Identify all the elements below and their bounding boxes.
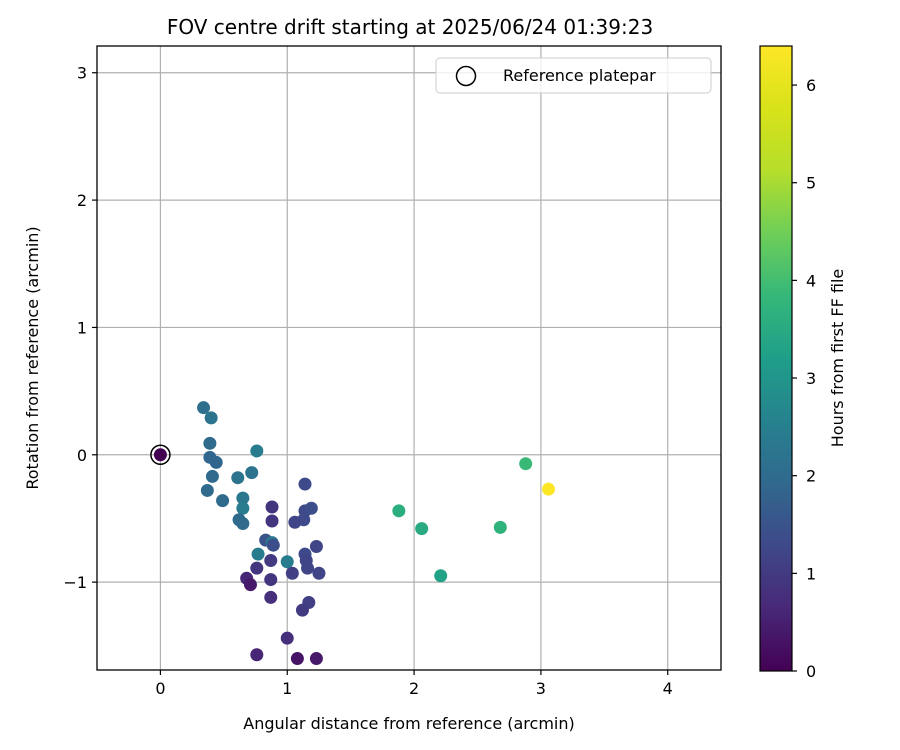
data-point xyxy=(415,522,429,536)
x-tick-label: 4 xyxy=(663,679,673,698)
x-tick-label: 1 xyxy=(282,679,292,698)
colorbar-tick-label: 5 xyxy=(806,174,816,193)
data-point xyxy=(216,494,230,508)
data-point xyxy=(236,501,250,515)
data-point xyxy=(309,652,323,666)
data-point xyxy=(265,500,279,514)
colorbar-tick-label: 4 xyxy=(806,271,816,290)
colorbar-ticks: 0 1 2 3 4 5 6 xyxy=(792,76,816,681)
data-points xyxy=(153,401,556,666)
plot-area xyxy=(96,45,722,671)
data-point xyxy=(197,401,211,415)
data-point xyxy=(280,555,294,569)
colorbar-tick-label: 3 xyxy=(806,369,816,388)
data-point xyxy=(250,648,264,662)
plot-background xyxy=(97,46,721,670)
y-axis-ticks: −1 0 1 2 3 xyxy=(63,64,97,592)
y-tick-label: 0 xyxy=(77,446,87,465)
data-point xyxy=(304,501,318,515)
legend-box xyxy=(435,57,712,94)
data-point xyxy=(264,590,278,604)
colorbar-gradient xyxy=(759,45,793,672)
data-point xyxy=(245,466,259,480)
data-point xyxy=(264,573,278,587)
data-point xyxy=(312,566,326,580)
data-point xyxy=(243,578,257,592)
x-tick-label: 3 xyxy=(536,679,546,698)
legend: Reference platepar xyxy=(435,57,712,94)
y-tick-label: −1 xyxy=(63,573,87,592)
x-axis-label: Angular distance from reference (arcmin) xyxy=(243,714,574,733)
data-point xyxy=(204,411,218,425)
chart-title: FOV centre drift starting at 2025/06/24 … xyxy=(167,15,653,39)
data-point xyxy=(285,566,299,580)
data-point xyxy=(236,491,250,505)
colorbar-label: Hours from first FF file xyxy=(828,269,847,448)
x-axis-ticks: 0 1 2 3 4 xyxy=(155,670,673,698)
data-point xyxy=(493,520,507,534)
data-point xyxy=(264,553,278,567)
colorbar-tick-label: 0 xyxy=(806,662,816,681)
data-point xyxy=(205,469,219,483)
data-point xyxy=(434,569,448,583)
data-point xyxy=(251,547,265,561)
legend-entry-label: Reference platepar xyxy=(503,66,656,85)
plot-frame xyxy=(96,45,722,671)
data-point xyxy=(295,603,309,617)
data-point xyxy=(301,561,315,575)
reference-platepar-marker xyxy=(150,444,171,466)
data-point xyxy=(209,455,223,469)
data-point xyxy=(236,517,250,531)
y-tick-label: 3 xyxy=(77,64,87,83)
data-point xyxy=(542,482,556,496)
colorbar-tick-label: 6 xyxy=(806,76,816,95)
data-point xyxy=(153,448,167,462)
y-tick-label: 1 xyxy=(77,318,87,337)
colorbar: 0 1 2 3 4 5 6 Hours from first FF file xyxy=(759,45,847,681)
x-tick-label: 0 xyxy=(155,679,165,698)
y-tick-label: 2 xyxy=(77,191,87,210)
data-point xyxy=(288,515,302,529)
data-point xyxy=(280,631,294,645)
data-point xyxy=(392,504,406,518)
data-point xyxy=(250,561,264,575)
data-point xyxy=(265,514,279,528)
data-point xyxy=(298,477,312,491)
data-point xyxy=(266,538,280,552)
data-point xyxy=(203,436,217,450)
colorbar-tick-label: 2 xyxy=(806,467,816,486)
reference-marker xyxy=(150,444,171,466)
x-tick-label: 2 xyxy=(409,679,419,698)
data-point xyxy=(309,539,323,553)
data-point xyxy=(250,444,264,458)
legend-marker-icon xyxy=(455,65,477,87)
data-point xyxy=(231,471,245,485)
colorbar-tick-label: 1 xyxy=(806,564,816,583)
data-point xyxy=(290,652,304,666)
y-axis-label: Rotation from reference (arcmin) xyxy=(23,226,42,489)
data-point xyxy=(200,483,214,497)
data-point xyxy=(519,457,533,471)
